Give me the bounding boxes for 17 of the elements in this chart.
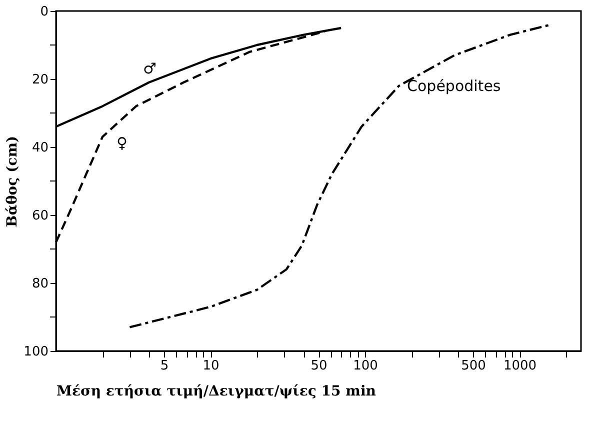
x-tick-label: 100 bbox=[353, 358, 378, 374]
y-axis-title: Βάθος (cm) bbox=[4, 136, 21, 228]
x-tick-label: 1000 bbox=[503, 358, 537, 374]
y-tick-label: 0 bbox=[40, 4, 48, 20]
y-tick-label: 20 bbox=[32, 72, 48, 88]
y-tick-label: 60 bbox=[32, 208, 48, 224]
series-label: Copépodites bbox=[407, 76, 501, 95]
series-label: ♀ bbox=[116, 134, 128, 152]
x-axis-title: Μέση ετήσια τιμή/Δειγματ/ψίες 15 min bbox=[56, 384, 376, 400]
x-tick-label: 500 bbox=[461, 358, 486, 374]
series-label: ♂ bbox=[143, 59, 156, 78]
y-tick-label: 80 bbox=[32, 276, 48, 292]
x-tick-label: 5 bbox=[160, 358, 169, 374]
x-tick-label: 50 bbox=[310, 358, 328, 374]
y-tick-label: 100 bbox=[24, 344, 48, 360]
y-tick-label: 40 bbox=[32, 140, 48, 156]
x-tick-label: 10 bbox=[202, 358, 220, 374]
